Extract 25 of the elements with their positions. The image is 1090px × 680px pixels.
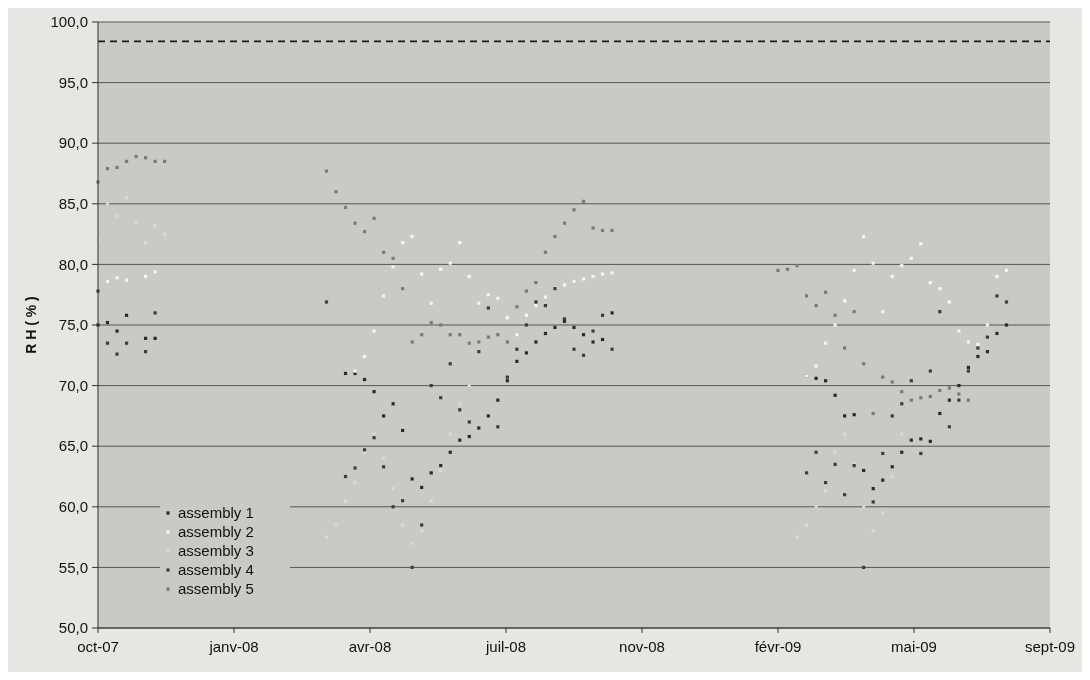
x-tick-label: avr-08 [348, 638, 392, 655]
legend-label: assembly 2 [178, 523, 254, 541]
y-tick-label: 50,0 [58, 619, 88, 637]
x-tick-label: sept-09 [1024, 638, 1076, 655]
y-tick-label: 100,0 [50, 13, 88, 31]
legend-label: assembly 3 [178, 542, 254, 560]
y-tick-label: 55,0 [58, 558, 88, 576]
y-tick-label: 65,0 [58, 437, 88, 455]
y-tick-label: 90,0 [58, 134, 88, 152]
legend-label: assembly 1 [178, 504, 254, 522]
x-tick-label: oct-07 [77, 638, 119, 655]
y-tick-label: 80,0 [58, 255, 88, 273]
x-tick-label: févr-09 [754, 638, 802, 655]
y-tick-label: 85,0 [58, 195, 88, 213]
legend-label: assembly 4 [178, 561, 254, 579]
y-tick-label: 70,0 [58, 376, 88, 394]
legend-label: assembly 5 [178, 580, 254, 598]
y-tick-label: 75,0 [58, 316, 88, 334]
x-tick-label: mai-09 [891, 638, 937, 655]
y-tick-label: 95,0 [58, 73, 88, 91]
x-tick-label: janv-08 [208, 638, 259, 655]
y-tick-label: 60,0 [58, 498, 88, 516]
y-axis-title: R H ( % ) [23, 296, 39, 354]
x-tick-label: juil-08 [484, 638, 527, 655]
x-tick-label: nov-08 [619, 638, 665, 655]
